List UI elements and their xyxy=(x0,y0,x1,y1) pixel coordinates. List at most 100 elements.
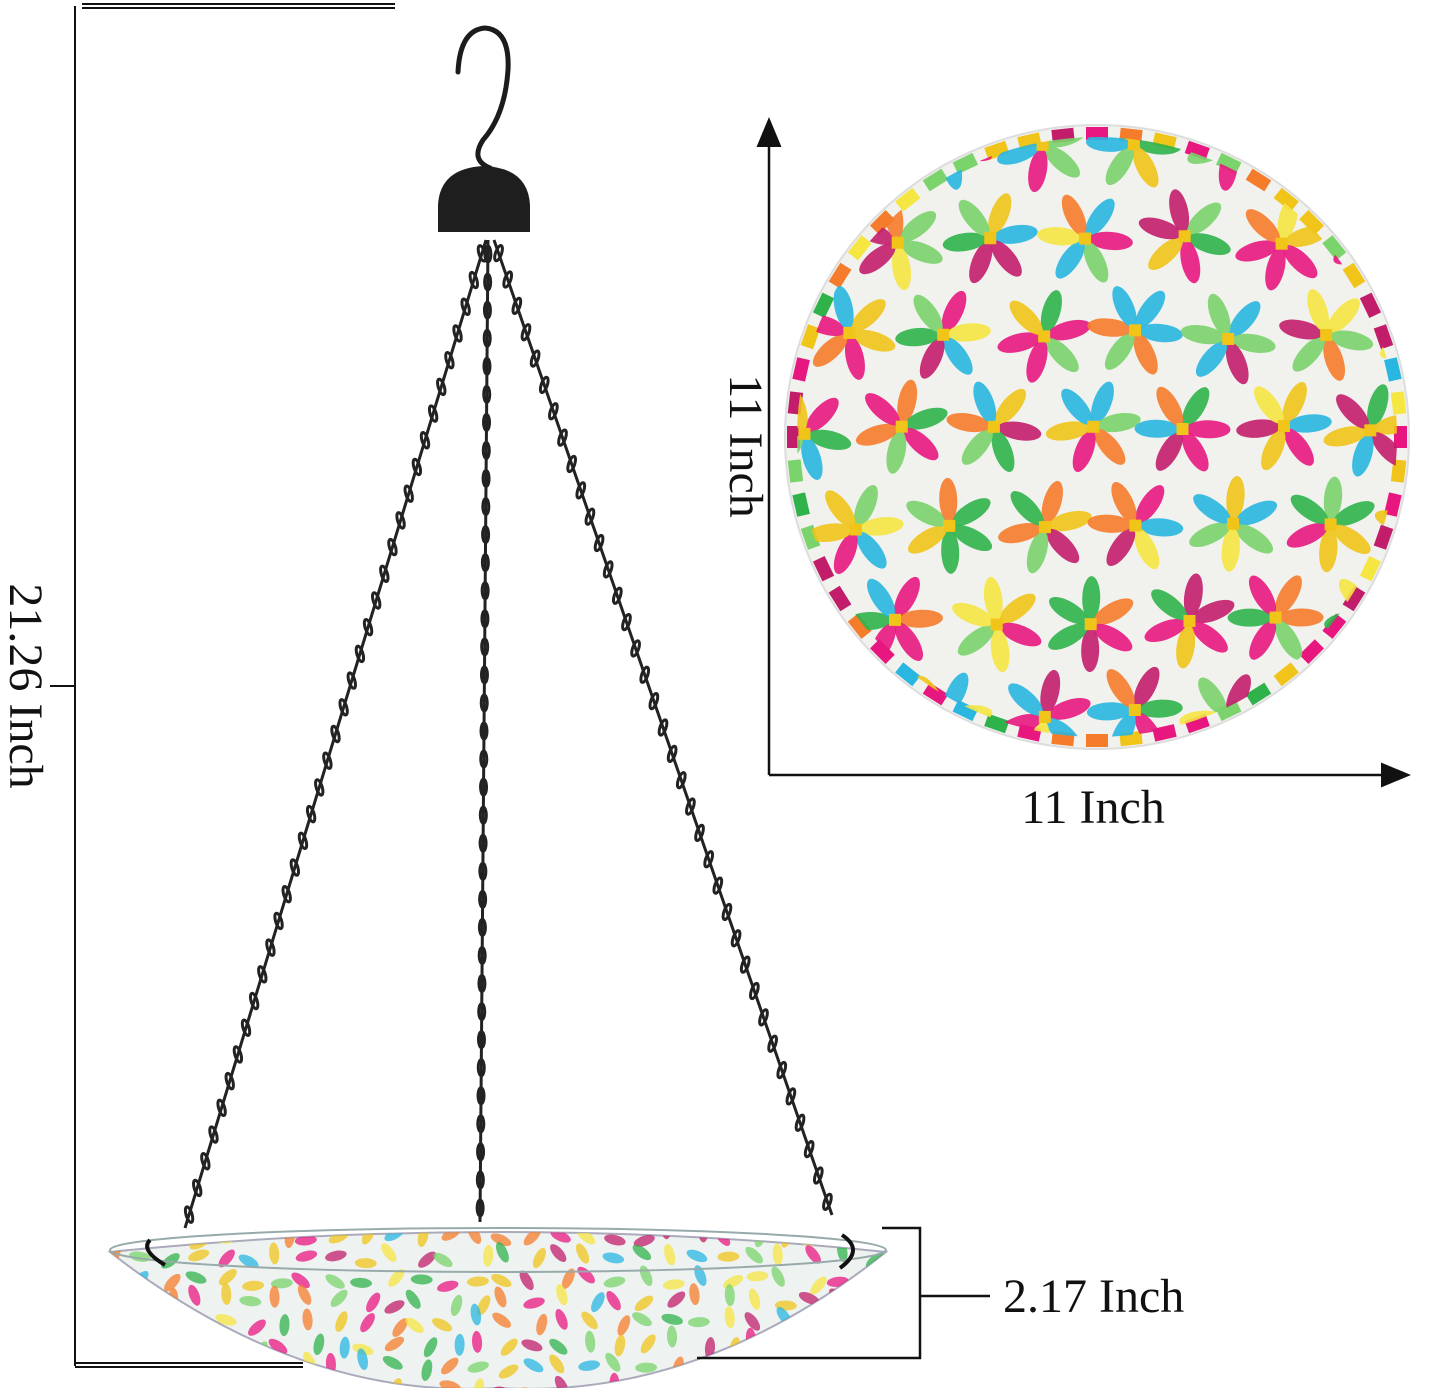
mosaic-petal xyxy=(892,246,912,291)
mosaic-petal xyxy=(1104,332,1135,370)
chain-link xyxy=(314,778,325,797)
bowl-petal xyxy=(523,1297,545,1309)
chain-link xyxy=(476,1086,486,1106)
bowl-petal xyxy=(339,1336,350,1359)
mosaic-center xyxy=(1269,611,1282,624)
mosaic-petal xyxy=(1275,620,1303,660)
chain xyxy=(492,239,834,1216)
mosaic-petal xyxy=(1236,419,1281,438)
bowl-petal xyxy=(291,1272,310,1289)
mosaic-center xyxy=(895,420,908,433)
mosaic-center xyxy=(1278,420,1291,433)
mosaic-petal xyxy=(1138,323,1183,343)
bowl-petal xyxy=(556,1284,568,1306)
mosaic-petal xyxy=(1093,598,1134,625)
chain-link xyxy=(482,356,492,376)
mosaic-petal xyxy=(1135,485,1165,523)
mosaic-petal xyxy=(1375,602,1397,622)
mosaic-petal xyxy=(1180,324,1225,345)
mosaic-petal xyxy=(1047,319,1091,341)
total-height-dimension-line xyxy=(50,3,395,1368)
mosaic-petal xyxy=(1133,666,1160,707)
mosaic-petal xyxy=(1144,618,1187,643)
mosaic-petal xyxy=(1110,713,1136,737)
bowl-petal xyxy=(188,1284,201,1306)
mosaic-petal xyxy=(1156,386,1184,427)
mosaic-petal xyxy=(1227,608,1272,627)
mosaic-petal xyxy=(859,243,896,275)
bowl-petal xyxy=(687,1317,710,1328)
mosaic-petal xyxy=(1087,514,1132,533)
mosaic-petal xyxy=(856,531,887,569)
bowl-petal xyxy=(350,1277,373,1288)
mosaic-center xyxy=(891,236,904,249)
mosaic-petal xyxy=(1235,524,1274,554)
mosaic-petal xyxy=(1227,137,1247,140)
bowl-petal xyxy=(689,1283,700,1306)
rim-tile xyxy=(984,713,1010,734)
bowl-petal xyxy=(477,1295,491,1316)
rim-tile xyxy=(1215,152,1242,175)
mosaic-petal xyxy=(1339,211,1377,243)
bowl-petal xyxy=(146,1290,158,1313)
mosaic-petal xyxy=(1198,677,1227,716)
bowl-petal xyxy=(313,1333,325,1356)
chain-link xyxy=(482,328,492,348)
chain-link xyxy=(477,917,487,937)
mosaic-center xyxy=(845,709,858,722)
bowl-petal xyxy=(662,1279,685,1290)
mosaic-petal xyxy=(1151,589,1188,621)
mosaic-petal xyxy=(1135,290,1166,328)
mosaic-center xyxy=(1275,237,1288,250)
rim-tile xyxy=(1152,724,1177,742)
chain-link xyxy=(200,1152,211,1171)
rim-tile xyxy=(870,210,895,235)
bowl-petal xyxy=(633,1234,655,1247)
mosaic-petal xyxy=(994,224,1038,244)
mosaic-center xyxy=(798,233,811,246)
mosaic-petal xyxy=(812,715,850,737)
chain-link xyxy=(208,1125,219,1144)
bowl-petal xyxy=(437,1280,459,1292)
mosaic-petal xyxy=(1402,481,1428,528)
mosaic-petal xyxy=(1333,501,1375,526)
bowl-petal xyxy=(216,1365,237,1379)
mosaic-petal xyxy=(1295,137,1330,144)
mosaic-petal xyxy=(958,199,990,236)
mosaic-petal xyxy=(1192,599,1235,624)
rim-tile xyxy=(812,292,835,319)
rim-tile xyxy=(895,187,921,212)
chain-link xyxy=(482,412,492,432)
bowl-petal xyxy=(774,1348,785,1371)
mosaic-petal xyxy=(1055,241,1085,279)
mosaic-petal xyxy=(895,327,940,347)
bowl-petal xyxy=(751,1353,763,1375)
chain-link xyxy=(480,609,490,629)
mosaic-petal xyxy=(1082,576,1101,621)
bowl-petal xyxy=(521,1339,543,1352)
mosaic-petal xyxy=(1026,530,1049,574)
chain-link xyxy=(639,665,651,684)
bowl-petal xyxy=(218,1269,237,1286)
mosaic-petal xyxy=(1225,674,1251,715)
bowl-petal xyxy=(606,1291,621,1311)
chain-link xyxy=(822,1192,833,1211)
mosaic-petal xyxy=(1195,341,1228,377)
mosaic-petal xyxy=(1413,93,1433,138)
mosaic-petal xyxy=(1394,674,1397,715)
mosaic-center xyxy=(990,618,1003,631)
bowl-petal xyxy=(686,1249,708,1263)
mosaic-petal xyxy=(1279,608,1324,627)
bowl-petal xyxy=(859,1232,880,1241)
bowl-petal xyxy=(335,1311,348,1333)
mosaic-petal xyxy=(855,423,899,446)
chain-link xyxy=(481,525,491,545)
mosaic-center xyxy=(1414,524,1426,536)
mosaic-petal xyxy=(1422,709,1437,730)
mosaic-petal xyxy=(997,332,1041,353)
bowl-petal xyxy=(143,1334,156,1356)
mosaic-plate-top-view xyxy=(784,93,1437,750)
mosaic-petal xyxy=(961,428,993,465)
chain-link xyxy=(478,861,488,881)
chain-link xyxy=(557,428,568,447)
